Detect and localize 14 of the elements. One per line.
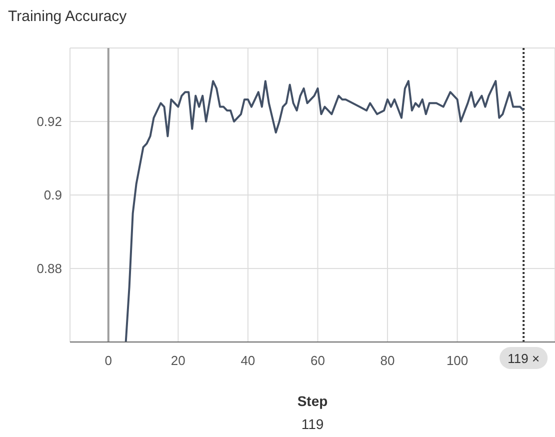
text: 119 — [300, 416, 325, 432]
x-tick-label: 40 — [240, 353, 256, 368]
y-tick-label: 0.92 — [36, 114, 62, 130]
chart-title: Training Accuracy — [8, 8, 127, 25]
y-tick-label: 0.88 — [36, 261, 62, 276]
x-tick-label: 100 — [446, 353, 468, 368]
x-axis-title: Step — [297, 393, 328, 409]
x-tick-label: 60 — [310, 353, 325, 368]
x-tick-label: 0 — [104, 353, 112, 368]
line-series — [124, 80, 525, 342]
x-tick-label: 80 — [380, 353, 395, 368]
x-tick-label: 20 — [170, 353, 186, 368]
ref-line-label: 119 × — [508, 351, 540, 366]
y-tick-label: 0.9 — [44, 188, 62, 203]
